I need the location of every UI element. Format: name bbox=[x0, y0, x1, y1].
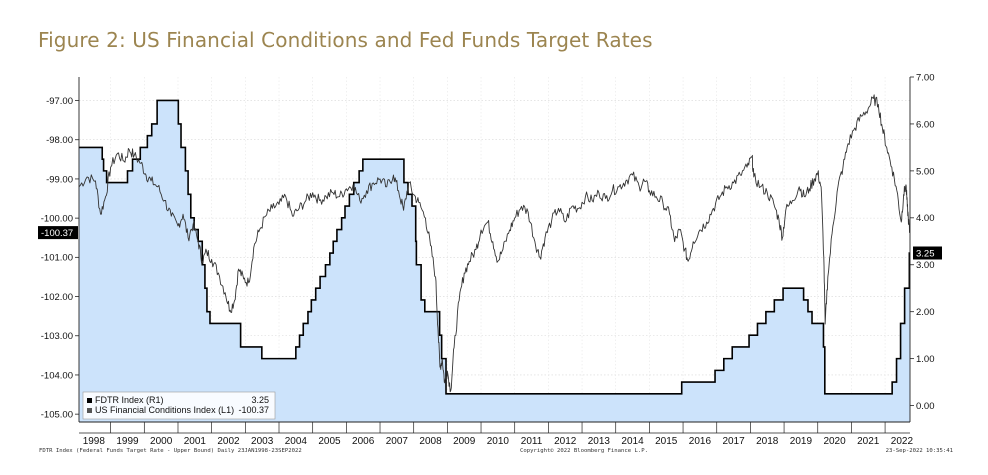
legend-value-fdtr: 3.25 bbox=[251, 395, 269, 405]
left-tick-label: -99.00 bbox=[46, 174, 73, 185]
x-tick-label: 2017 bbox=[722, 436, 745, 447]
legend: FDTR Index (R1) 3.25 US Financial Condit… bbox=[82, 391, 276, 420]
fdtr-line bbox=[79, 99, 911, 395]
right-tick-label: 1.00 bbox=[916, 354, 935, 365]
x-tick-label: 2013 bbox=[588, 436, 611, 447]
x-tick-label: 2014 bbox=[621, 436, 644, 447]
legend-swatch-fdtr bbox=[87, 398, 92, 403]
right-tick-label: 6.00 bbox=[916, 119, 935, 130]
legend-label-fdtr: FDTR Index (R1) bbox=[95, 395, 164, 405]
x-tick-label: 2011 bbox=[521, 436, 543, 447]
x-tick-label: 2000 bbox=[150, 436, 173, 447]
x-tick-label: 2009 bbox=[453, 436, 476, 447]
left-last-value-tag: -100.37 bbox=[38, 226, 78, 240]
fdtr-series-line bbox=[79, 99, 911, 395]
x-tick-label: 2001 bbox=[184, 436, 207, 447]
right-tick-label: 0.00 bbox=[916, 401, 935, 412]
x-tick-label: 2016 bbox=[689, 436, 712, 447]
x-tick-label: 2022 bbox=[891, 436, 914, 447]
legend-swatch-fci bbox=[87, 408, 92, 413]
right-tick-label: 2.00 bbox=[916, 307, 935, 318]
left-tick-label: -103.00 bbox=[41, 331, 73, 342]
right-tick-label: 3.00 bbox=[916, 260, 935, 271]
x-tick-label: 2018 bbox=[756, 436, 779, 447]
x-tick-label: 2006 bbox=[352, 436, 375, 447]
left-tick-label: -101.00 bbox=[41, 253, 73, 264]
x-tick-label: 2019 bbox=[790, 436, 813, 447]
left-tick-label: -105.00 bbox=[41, 410, 73, 421]
right-last-value: 3.25 bbox=[916, 248, 935, 259]
right-tick-label: 4.00 bbox=[916, 213, 935, 224]
x-tick-label: 2012 bbox=[554, 436, 577, 447]
x-tick-label: 2003 bbox=[251, 436, 274, 447]
x-tick-label: 2015 bbox=[655, 436, 678, 447]
fdtr-area-fill bbox=[79, 100, 910, 422]
left-axis-ticks: -97.00 -98.00 -99.00 -100.00 -101.00 -102.00 -… bbox=[41, 96, 79, 421]
left-last-value: -100.37 bbox=[41, 228, 73, 239]
footer-source: FDTR Index (Federal Funds Target Rate - … bbox=[39, 448, 302, 454]
x-tick-label: 2010 bbox=[487, 436, 510, 447]
fdtr-area bbox=[79, 100, 910, 422]
x-tick-label: 1998 bbox=[83, 436, 106, 447]
fci-line bbox=[78, 94, 910, 393]
footer-copyright: Copyright© 2022 Bloomberg Finance L.P. bbox=[520, 448, 648, 454]
chart-title: Figure 2: US Financial Conditions and Fe… bbox=[38, 28, 653, 52]
footer-timestamp: 23-Sep-2022 10:35:41 bbox=[886, 448, 953, 454]
right-last-value-tag: 3.25 bbox=[913, 246, 942, 260]
x-tick-label: 2002 bbox=[217, 436, 240, 447]
legend-label-fci: US Financial Conditions Index (L1) bbox=[95, 405, 234, 415]
x-tick-label: 2007 bbox=[386, 436, 409, 447]
x-tick-label: 2008 bbox=[419, 436, 442, 447]
x-tick-label: 2004 bbox=[285, 436, 308, 447]
left-tick-label: -102.00 bbox=[41, 292, 73, 303]
right-axis-ticks: 7.00 6.00 5.00 4.00 3.00 2.00 1.00 0.00 bbox=[910, 72, 935, 412]
left-tick-label: -98.00 bbox=[46, 135, 73, 146]
right-tick-label: 7.00 bbox=[916, 72, 935, 83]
left-tick-label: -97.00 bbox=[46, 96, 73, 107]
axes bbox=[78, 77, 911, 434]
x-axis-ticks: 1998 1999 2000 2001 2002 2003 2004 2005 2006 2007… bbox=[83, 422, 914, 447]
fci-series-line bbox=[78, 94, 910, 393]
right-tick-label: 5.00 bbox=[916, 166, 935, 177]
legend-value-fci: -100.37 bbox=[238, 405, 269, 415]
left-tick-label: -104.00 bbox=[41, 370, 73, 381]
x-tick-label: 2005 bbox=[318, 436, 341, 447]
left-tick-label: -100.00 bbox=[41, 214, 73, 225]
x-tick-label: 2020 bbox=[823, 436, 846, 447]
x-tick-label: 1999 bbox=[116, 436, 139, 447]
x-tick-label: 2021 bbox=[857, 436, 880, 447]
